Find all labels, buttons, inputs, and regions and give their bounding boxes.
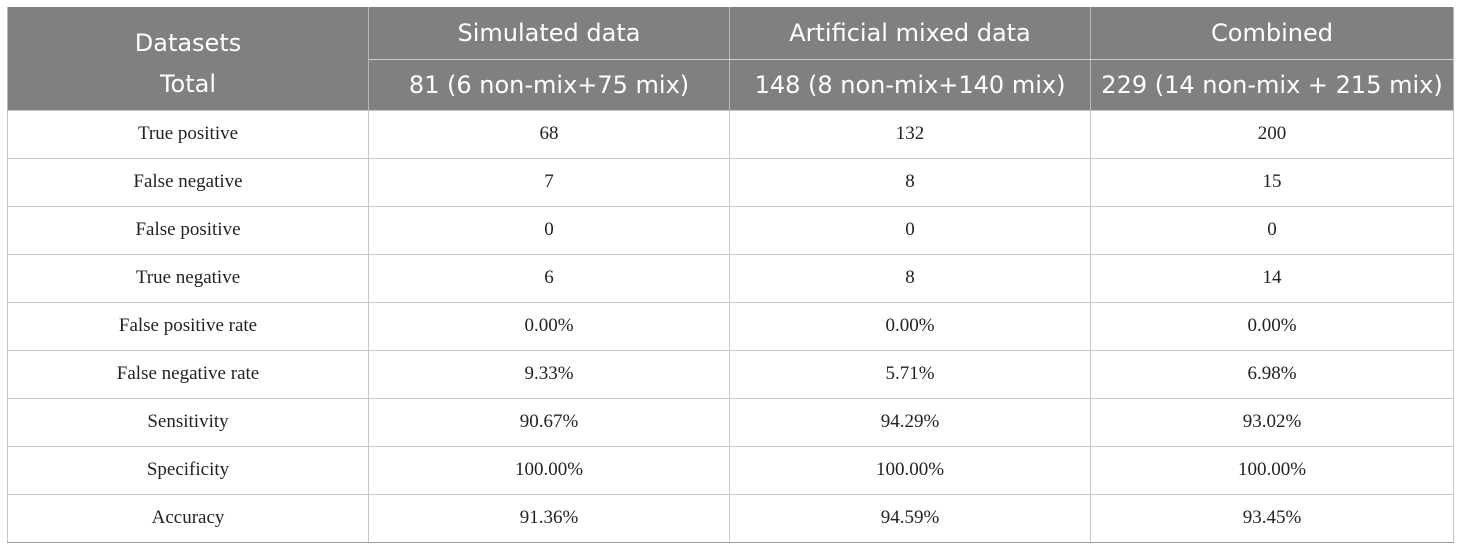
table-row: False positive 0 0 0 <box>7 205 1454 255</box>
cell-combined: 0.00% <box>1090 301 1454 351</box>
row-label: Accuracy <box>7 493 369 543</box>
header-cell-total-artificial: 148 (8 non-mix+140 mix) <box>729 59 1091 110</box>
header-cell-datasets: Datasets <box>7 7 369 59</box>
row-label: False negative rate <box>7 349 369 399</box>
row-label: False positive <box>7 205 369 255</box>
table-body: True positive 68 132 200 False negative … <box>7 109 1454 543</box>
cell-combined: 0 <box>1090 205 1454 255</box>
header-cell-artificial: Artificial mixed data <box>729 7 1091 60</box>
cell-artificial: 8 <box>729 253 1091 303</box>
cell-combined: 6.98% <box>1090 349 1454 399</box>
row-label: True positive <box>7 109 369 159</box>
cell-combined: 93.45% <box>1090 493 1454 543</box>
header-cell-simulated: Simulated data <box>368 7 730 60</box>
cell-combined: 100.00% <box>1090 445 1454 495</box>
cell-combined: 200 <box>1090 109 1454 159</box>
table-row: False negative rate 9.33% 5.71% 6.98% <box>7 349 1454 399</box>
cell-simulated: 90.67% <box>368 397 730 447</box>
cell-artificial: 8 <box>729 157 1091 207</box>
table-row: True positive 68 132 200 <box>7 109 1454 159</box>
table-row: False positive rate 0.00% 0.00% 0.00% <box>7 301 1454 351</box>
cell-simulated: 68 <box>368 109 730 159</box>
cell-simulated: 0.00% <box>368 301 730 351</box>
header-row-total: Total 81 (6 non-mix+75 mix) 148 (8 non-m… <box>7 59 1454 110</box>
table-header: Datasets Simulated data Artificial mixed… <box>7 7 1454 110</box>
row-label: Sensitivity <box>7 397 369 447</box>
cell-artificial: 5.71% <box>729 349 1091 399</box>
row-label: True negative <box>7 253 369 303</box>
cell-artificial: 100.00% <box>729 445 1091 495</box>
cell-simulated: 0 <box>368 205 730 255</box>
cell-combined: 15 <box>1090 157 1454 207</box>
cell-simulated: 100.00% <box>368 445 730 495</box>
cell-simulated: 9.33% <box>368 349 730 399</box>
cell-artificial: 0 <box>729 205 1091 255</box>
cell-combined: 14 <box>1090 253 1454 303</box>
cell-simulated: 7 <box>368 157 730 207</box>
cell-simulated: 6 <box>368 253 730 303</box>
row-label: False negative <box>7 157 369 207</box>
cell-simulated: 91.36% <box>368 493 730 543</box>
row-label: Specificity <box>7 445 369 495</box>
results-table: Datasets Simulated data Artificial mixed… <box>7 7 1454 543</box>
header-cell-combined: Combined <box>1090 7 1454 60</box>
table-row: Sensitivity 90.67% 94.29% 93.02% <box>7 397 1454 447</box>
table-row: Accuracy 91.36% 94.59% 93.45% <box>7 493 1454 543</box>
header-cell-total-label: Total <box>7 59 369 110</box>
header-row-datasets: Datasets Simulated data Artificial mixed… <box>7 7 1454 60</box>
header-cell-total-combined: 229 (14 non-mix + 215 mix) <box>1090 59 1454 110</box>
table-row: False negative 7 8 15 <box>7 157 1454 207</box>
cell-combined: 93.02% <box>1090 397 1454 447</box>
cell-artificial: 132 <box>729 109 1091 159</box>
table-row: Specificity 100.00% 100.00% 100.00% <box>7 445 1454 495</box>
cell-artificial: 94.29% <box>729 397 1091 447</box>
cell-artificial: 94.59% <box>729 493 1091 543</box>
header-cell-total-simulated: 81 (6 non-mix+75 mix) <box>368 59 730 110</box>
row-label: False positive rate <box>7 301 369 351</box>
cell-artificial: 0.00% <box>729 301 1091 351</box>
results-table-container: Datasets Simulated data Artificial mixed… <box>7 7 1454 543</box>
table-row: True negative 6 8 14 <box>7 253 1454 303</box>
